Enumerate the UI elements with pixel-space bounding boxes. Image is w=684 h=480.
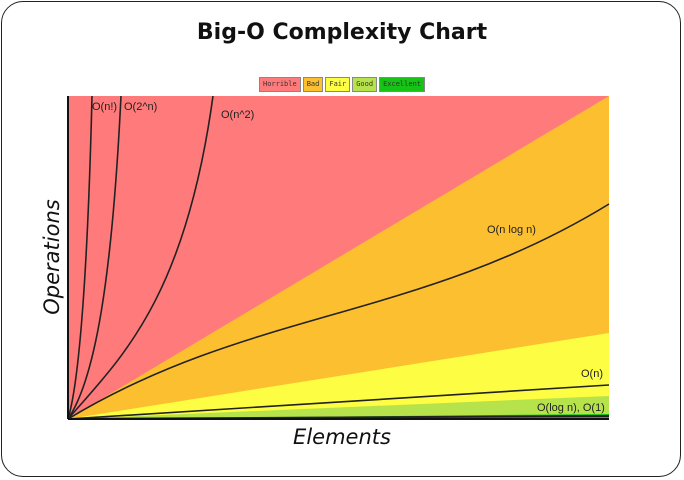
chart-title: Big-O Complexity Chart — [196, 20, 488, 45]
curve-label-o-n-squared: O(n^2) — [221, 109, 254, 121]
curve-o-2-n — [67, 95, 122, 420]
curve-o-n-log-n — [67, 203, 610, 420]
legend-item-bad: Bad — [302, 77, 324, 92]
region-bad — [68, 96, 609, 419]
curve-o-n-squared — [67, 95, 214, 420]
curve-label-o-n-log-n: O(n log n) — [487, 224, 536, 236]
legend-item-excellent: Excellent — [379, 77, 426, 92]
y-axis-label: Operations — [40, 199, 64, 315]
curve-o-n-factorial — [67, 95, 93, 420]
curve-label-o-2-n: O(2^n) — [124, 101, 157, 113]
region-good — [68, 396, 609, 419]
legend: Horrible Bad Fair Good Excellent — [0, 77, 684, 92]
legend-item-fair: Fair — [325, 77, 351, 92]
curve-label-o-n: O(n) — [581, 368, 603, 380]
curve-o-n — [67, 384, 610, 420]
curve-label-o-log-n-o-1: O(log n), O(1) — [537, 402, 605, 414]
curve-label-o-n-factorial: O(n!) — [92, 101, 117, 113]
legend-item-horrible: Horrible — [258, 77, 301, 92]
legend-item-good: Good — [352, 77, 378, 92]
region-fair — [68, 333, 609, 419]
x-axis-label: Elements — [293, 425, 391, 449]
